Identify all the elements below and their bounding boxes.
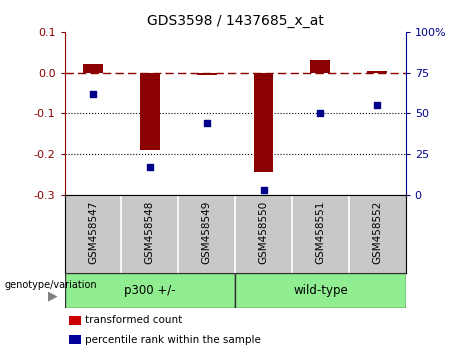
Text: wild-type: wild-type (293, 284, 348, 297)
Bar (197, 73, 217, 75)
Bar (235, 273, 406, 308)
Text: GSM458548: GSM458548 (145, 201, 155, 264)
Text: transformed count: transformed count (85, 315, 183, 325)
Point (373, 102, 381, 108)
Bar (367, 70, 387, 73)
Bar (65, 273, 235, 308)
Text: percentile rank within the sample: percentile rank within the sample (85, 335, 261, 345)
Bar (254, 73, 273, 172)
Text: GSM458547: GSM458547 (88, 201, 98, 264)
Text: GSM458549: GSM458549 (201, 201, 212, 264)
Text: GSM458550: GSM458550 (259, 201, 269, 264)
Bar (83, 64, 103, 73)
Text: GSM458552: GSM458552 (372, 201, 382, 264)
Bar (310, 60, 331, 73)
Text: genotype/variation: genotype/variation (5, 280, 97, 290)
Text: ▶: ▶ (48, 289, 58, 302)
Bar (140, 73, 160, 150)
Point (203, 120, 210, 126)
Point (260, 187, 267, 193)
Point (146, 164, 154, 170)
Point (89, 91, 97, 97)
Text: GSM458551: GSM458551 (315, 201, 325, 264)
Text: p300 +/-: p300 +/- (124, 284, 176, 297)
Title: GDS3598 / 1437685_x_at: GDS3598 / 1437685_x_at (147, 14, 324, 28)
Point (317, 110, 324, 116)
